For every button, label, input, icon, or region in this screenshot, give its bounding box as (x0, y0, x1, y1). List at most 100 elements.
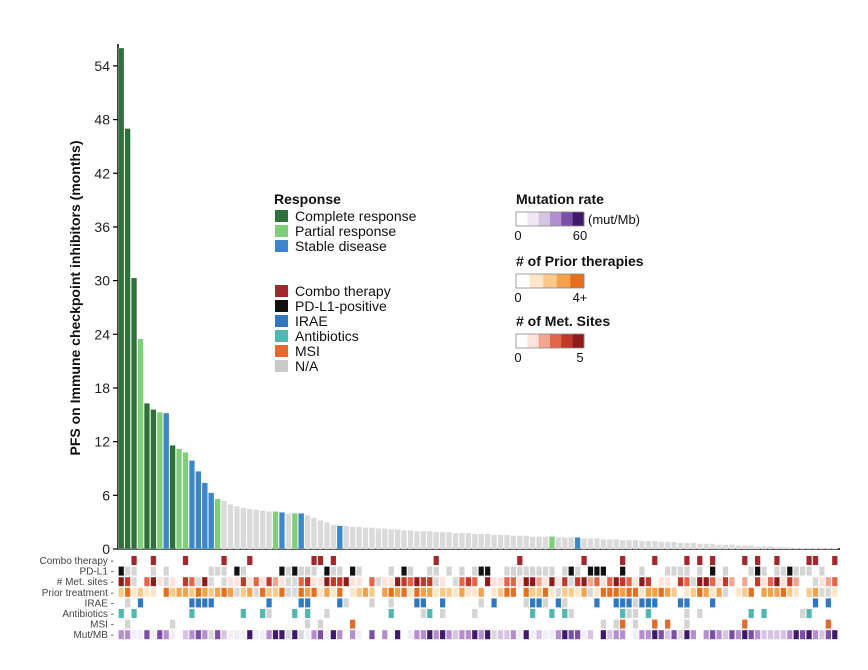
y-tick-label: 48 (94, 112, 110, 128)
track-cell (189, 630, 195, 640)
track-cell (607, 587, 613, 597)
track-cell (748, 566, 754, 576)
track-cell (208, 598, 214, 608)
track-cell (665, 577, 671, 587)
track-cell (710, 587, 716, 597)
track-cell (305, 598, 311, 608)
track-cell (600, 587, 606, 597)
track-cell (350, 630, 356, 640)
legend-scale-cell (570, 274, 585, 288)
track-cell (414, 630, 420, 640)
track-cell (703, 587, 709, 597)
track-cell (562, 566, 568, 576)
bar (266, 511, 273, 550)
track-cell (356, 566, 362, 576)
legend-scale-min: 0 (514, 290, 521, 305)
track-cell (440, 630, 446, 640)
track-cell (478, 566, 484, 576)
track-cell (227, 577, 234, 587)
track-cell (787, 566, 793, 576)
bar (767, 546, 774, 550)
track-cell (305, 630, 311, 640)
track-cell (298, 630, 304, 640)
bar (458, 532, 465, 550)
track-cell (118, 609, 124, 618)
track-cell (716, 577, 722, 587)
y-tick-label: 0 (102, 541, 110, 557)
bar (195, 471, 202, 550)
track-cell (587, 577, 594, 587)
track-cell (652, 619, 658, 629)
legend-swatch (275, 285, 288, 297)
bar (118, 47, 125, 550)
track-cell (716, 587, 722, 597)
track-cell (710, 566, 716, 576)
bar (272, 511, 279, 550)
track-cell (767, 630, 774, 640)
track-cell (555, 577, 561, 587)
track-cell (812, 577, 819, 587)
track-cell (793, 577, 799, 587)
track-cell (285, 566, 291, 576)
track-cell (324, 577, 330, 587)
track-cell (208, 577, 214, 587)
track-cell (787, 577, 793, 587)
track-cell (202, 587, 208, 597)
legend-label: MSI (295, 343, 320, 359)
track-cell (176, 587, 182, 597)
track-cell (697, 587, 703, 597)
track-cell (253, 630, 259, 640)
track-cell (620, 619, 626, 629)
bar (150, 409, 157, 550)
legend-scale-max: 60 (573, 228, 587, 243)
legend-scale-min: 0 (514, 228, 521, 243)
track-cell (253, 577, 259, 587)
track-cell (356, 587, 362, 597)
legend-scale-max: 4+ (573, 290, 588, 305)
track-cell (562, 630, 568, 640)
track-cell (298, 566, 304, 576)
track-cell (575, 566, 581, 576)
track-cell (279, 566, 285, 576)
track-cell (825, 630, 831, 640)
bar (574, 537, 581, 550)
track-cell (742, 619, 748, 629)
track-cell (613, 577, 619, 587)
track-cell (555, 598, 561, 608)
track-cell (658, 587, 664, 597)
track-cell (626, 587, 632, 597)
track-cell (774, 630, 780, 640)
track-cell (825, 577, 831, 587)
track-cell (433, 630, 439, 640)
track-cell (221, 630, 227, 640)
bar (471, 533, 478, 550)
legend-scale-cell (538, 334, 551, 348)
track-cell (697, 556, 703, 565)
bar (227, 504, 234, 550)
track-cell (182, 587, 189, 597)
track-cell (125, 598, 131, 608)
track-cell (240, 609, 246, 618)
bar (233, 505, 240, 550)
track-cell (452, 630, 459, 640)
bar (137, 338, 144, 550)
track-cell (144, 577, 150, 587)
legend-scale-title: # of Met. Sites (516, 313, 610, 329)
track-cell (227, 587, 234, 597)
track-cell (260, 577, 266, 587)
bar (831, 547, 838, 550)
track-cell (125, 577, 131, 587)
bar (304, 514, 311, 550)
track-cell (472, 566, 478, 576)
annotation-tracks: Combo therapy -PD-L1 -# Met. sites -Prio… (40, 556, 838, 641)
bar (394, 529, 401, 550)
track-cell (163, 587, 169, 597)
track-cell (472, 609, 478, 618)
track-cell (182, 577, 189, 587)
track-cell (195, 598, 201, 608)
track-cell (433, 556, 439, 565)
track-cell (266, 630, 272, 640)
track-cell (620, 598, 626, 608)
track-cell (497, 630, 504, 640)
